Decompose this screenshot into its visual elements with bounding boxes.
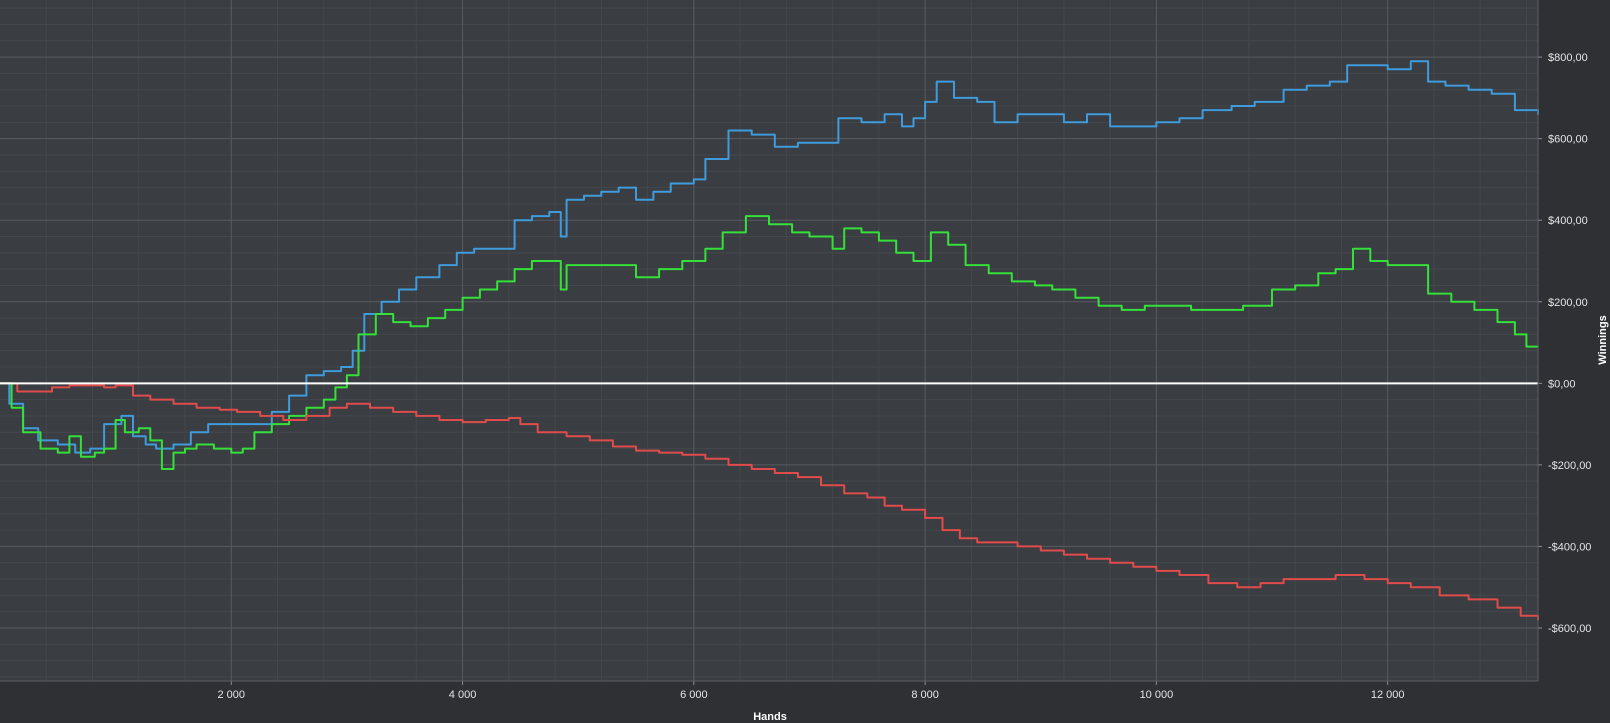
x-axis-ticks: 2 000 4 000 6 000 8 000 10 000 12 000 bbox=[218, 681, 1405, 701]
y-axis-title: Winnings bbox=[1597, 315, 1609, 364]
minor-gridlines bbox=[0, 0, 1538, 681]
x-tick-label: 6 000 bbox=[680, 689, 708, 701]
series-line-2 bbox=[0, 215, 1539, 470]
y-tick-label: -$400,00 bbox=[1548, 541, 1591, 553]
x-tick-label: 8 000 bbox=[911, 689, 939, 701]
y-tick-label: $200,00 bbox=[1548, 297, 1588, 309]
series-line-1 bbox=[0, 60, 1539, 454]
series-line-3 bbox=[0, 382, 1539, 621]
x-tick-label: 2 000 bbox=[218, 689, 246, 701]
y-tick-label: -$600,00 bbox=[1548, 623, 1591, 635]
y-tick-label: $0,00 bbox=[1548, 378, 1576, 390]
series-lines bbox=[0, 60, 1539, 621]
y-tick-label: $400,00 bbox=[1548, 215, 1588, 227]
x-tick-label: 12 000 bbox=[1371, 689, 1405, 701]
plot-background bbox=[0, 0, 1538, 681]
y-tick-label: -$200,00 bbox=[1548, 460, 1591, 472]
y-tick-label: $800,00 bbox=[1548, 52, 1588, 64]
x-tick-label: 4 000 bbox=[449, 689, 477, 701]
y-axis-ticks: $800,00 $600,00 $400,00 $200,00 $0,00 -$200,0… bbox=[1538, 52, 1591, 635]
x-axis-title: Hands bbox=[753, 711, 787, 723]
y-tick-label: $600,00 bbox=[1548, 134, 1588, 146]
x-tick-label: 10 000 bbox=[1140, 689, 1174, 701]
